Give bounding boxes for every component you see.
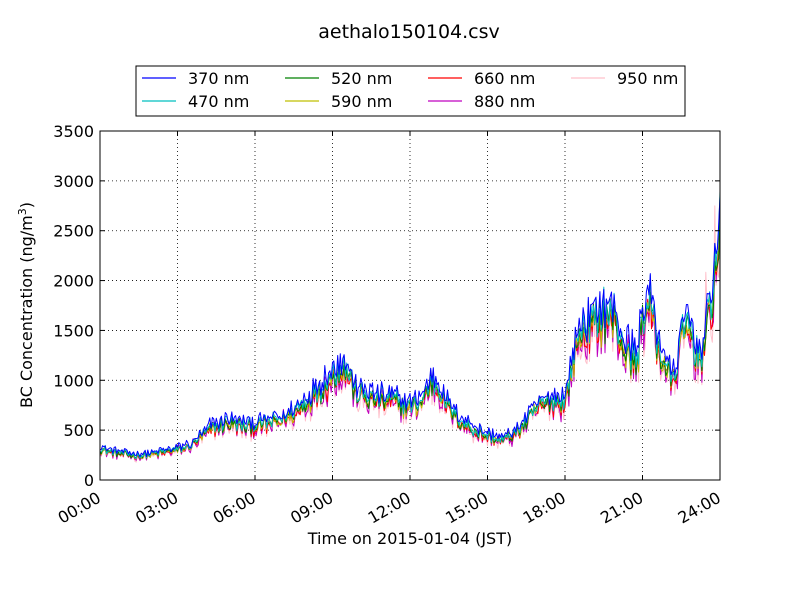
- legend-label: 520 nm: [331, 69, 392, 88]
- y-tick-label: 3000: [53, 172, 94, 191]
- y-tick-label: 0: [84, 471, 94, 490]
- y-tick-label: 2000: [53, 272, 94, 291]
- plot-series: [99, 191, 721, 463]
- y-axis-label-main: BC Concentration (ng/m: [17, 215, 36, 408]
- y-axis-label-superscript: 3: [16, 208, 29, 215]
- y-axis-label: BC Concentration (ng/m3): [16, 202, 36, 408]
- y-tick-label: 3500: [53, 122, 94, 141]
- chart-title: aethalo150104.csv: [318, 21, 500, 43]
- y-tick-label: 500: [63, 421, 94, 440]
- y-tick-label: 1000: [53, 371, 94, 390]
- legend-box: [135, 65, 686, 117]
- series-line-370-nm: [99, 196, 721, 458]
- legend-label: 590 nm: [331, 92, 392, 111]
- axis-ticks: [99, 130, 721, 481]
- legend-label: 950 nm: [617, 69, 678, 88]
- x-axis-label: Time on 2015-01-04 (JST): [307, 529, 512, 548]
- legend: 370 nm 470 nm 520 nm 590 nm 660 nm 880 nm 950 …: [135, 65, 686, 117]
- legend-label: 660 nm: [474, 69, 535, 88]
- legend-items: 370 nm 470 nm 520 nm 590 nm 660 nm 880 nm 950 …: [142, 69, 678, 111]
- y-tick-labels: 0 500 1000 1500 2000 2500 3000 3500: [53, 122, 94, 490]
- legend-label: 880 nm: [474, 92, 535, 111]
- legend-label: 370 nm: [188, 69, 249, 88]
- legend-label: 470 nm: [188, 92, 249, 111]
- y-tick-label: 2500: [53, 222, 94, 241]
- y-tick-label: 1500: [53, 321, 94, 340]
- y-axis-label-suffix: ): [17, 202, 36, 208]
